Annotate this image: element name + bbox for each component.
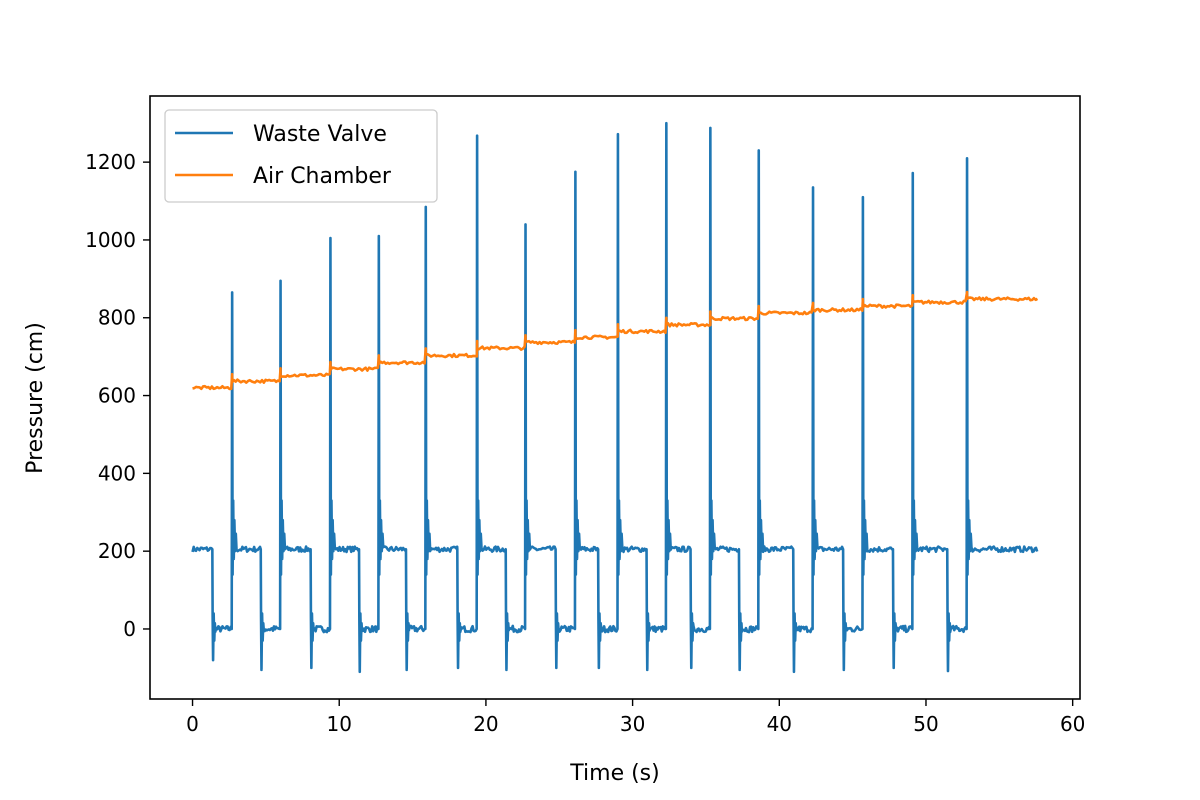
plot-series-group bbox=[191, 121, 1039, 674]
x-axis-label: Time (s) bbox=[569, 761, 659, 786]
y-tick-label: 600 bbox=[98, 384, 136, 408]
x-tick-label: 20 bbox=[473, 712, 498, 736]
x-tick-label: 40 bbox=[767, 712, 792, 736]
plot-frame bbox=[149, 95, 1081, 700]
legend: Waste Valve Air Chamber bbox=[164, 109, 438, 203]
series-line-air-chamber bbox=[192, 290, 1039, 391]
legend-label-waste-valve: Waste Valve bbox=[253, 122, 387, 147]
y-tick-label: 0 bbox=[123, 617, 136, 641]
x-axis: 0 10 20 30 40 50 60 bbox=[186, 699, 1085, 736]
x-tick-label: 60 bbox=[1060, 712, 1085, 736]
y-axis-label: Pressure (cm) bbox=[23, 322, 48, 474]
legend-label-air-chamber: Air Chamber bbox=[253, 164, 392, 189]
y-tick-label: 200 bbox=[98, 539, 136, 563]
y-tick-label: 800 bbox=[98, 306, 136, 330]
y-tick-label: 1200 bbox=[85, 150, 136, 174]
y-tick-label: 1000 bbox=[85, 228, 136, 252]
x-tick-label: 10 bbox=[327, 712, 352, 736]
y-axis: 0 200 400 600 800 1000 1200 bbox=[85, 150, 150, 641]
x-tick-label: 0 bbox=[186, 712, 199, 736]
x-tick-label: 30 bbox=[620, 712, 645, 736]
y-tick-label: 400 bbox=[98, 461, 136, 485]
series-line-waste-valve bbox=[191, 121, 1039, 674]
x-tick-label: 50 bbox=[913, 712, 938, 736]
